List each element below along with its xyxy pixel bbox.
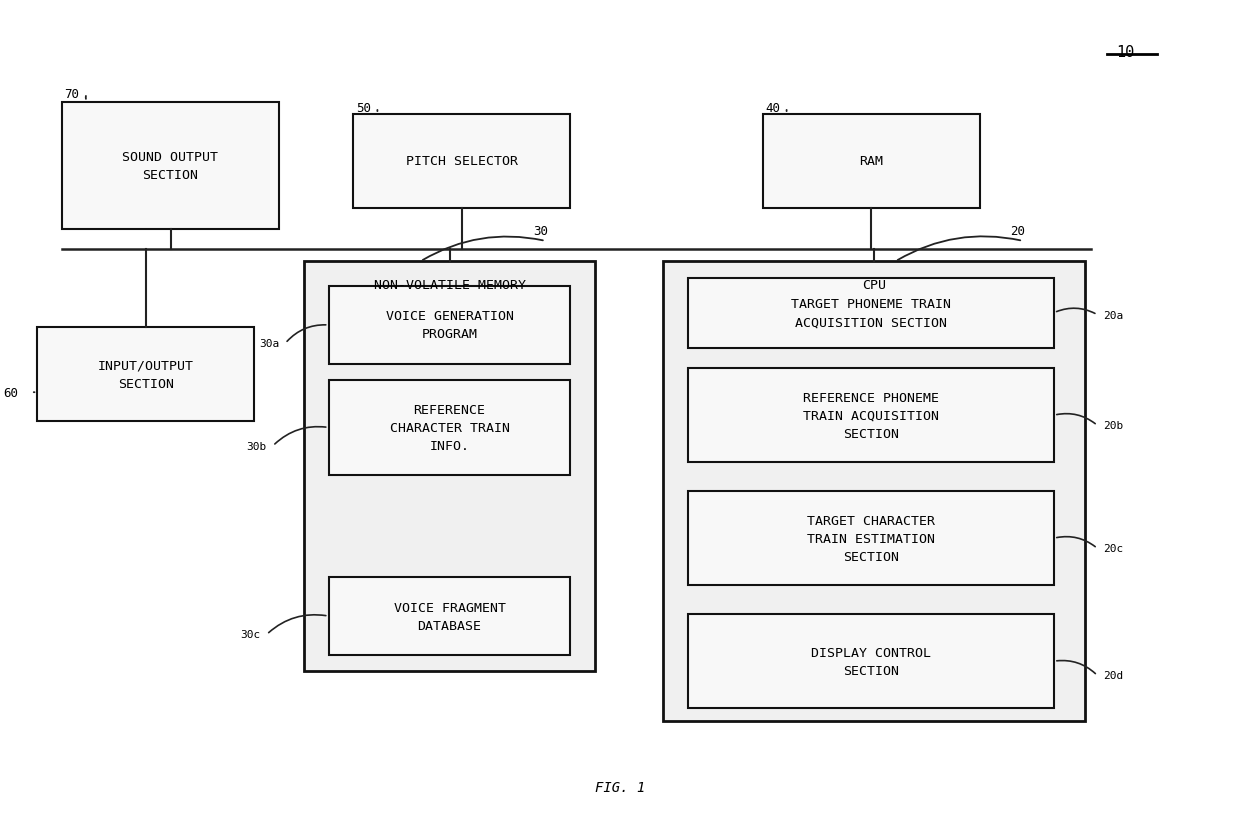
Bar (304, 262, 595, 672)
Text: RAM: RAM (859, 156, 883, 168)
Bar (663, 262, 1085, 721)
Text: 30: 30 (533, 224, 548, 238)
Text: REFERENCE PHONEME
TRAIN ACQUISITION
SECTION: REFERENCE PHONEME TRAIN ACQUISITION SECT… (804, 391, 939, 440)
Text: 50: 50 (356, 102, 371, 115)
Text: DISPLAY CONTROL
SECTION: DISPLAY CONTROL SECTION (811, 646, 931, 676)
Text: 20b: 20b (1104, 421, 1123, 431)
Bar (763, 115, 980, 209)
Bar (353, 115, 570, 209)
Text: 40: 40 (765, 102, 780, 115)
Bar (688, 278, 1054, 348)
Bar (37, 328, 254, 422)
Bar (62, 102, 279, 229)
Text: 30c: 30c (241, 630, 260, 640)
Text: SOUND OUTPUT
SECTION: SOUND OUTPUT SECTION (123, 151, 218, 181)
Text: 30a: 30a (259, 339, 279, 349)
Text: 70: 70 (64, 88, 79, 101)
Text: INPUT/OUTPUT
SECTION: INPUT/OUTPUT SECTION (98, 360, 193, 390)
Text: NON-VOLATILE MEMORY: NON-VOLATILE MEMORY (373, 278, 526, 292)
Text: 30b: 30b (247, 441, 267, 451)
Text: 20d: 20d (1104, 671, 1123, 681)
Text: 20a: 20a (1104, 310, 1123, 320)
Text: 20: 20 (1011, 224, 1025, 238)
Bar (688, 614, 1054, 708)
Text: REFERENCE
CHARACTER TRAIN
INFO.: REFERENCE CHARACTER TRAIN INFO. (389, 404, 510, 452)
Bar (688, 369, 1054, 463)
Text: VOICE FRAGMENT
DATABASE: VOICE FRAGMENT DATABASE (393, 601, 506, 631)
Text: TARGET CHARACTER
TRAIN ESTIMATION
SECTION: TARGET CHARACTER TRAIN ESTIMATION SECTIO… (807, 514, 935, 563)
Text: FIG. 1: FIG. 1 (595, 781, 645, 794)
Bar (688, 491, 1054, 586)
Bar (329, 381, 570, 475)
Bar (329, 287, 570, 364)
Text: 20c: 20c (1104, 544, 1123, 554)
Text: 60: 60 (4, 387, 19, 400)
Text: TARGET PHONEME TRAIN
ACQUISITION SECTION: TARGET PHONEME TRAIN ACQUISITION SECTION (791, 298, 951, 328)
Text: 10: 10 (1116, 45, 1135, 60)
Text: PITCH SELECTOR: PITCH SELECTOR (405, 156, 518, 168)
Text: CPU: CPU (862, 278, 887, 292)
Bar (329, 577, 570, 655)
Text: VOICE GENERATION
PROGRAM: VOICE GENERATION PROGRAM (386, 310, 513, 341)
